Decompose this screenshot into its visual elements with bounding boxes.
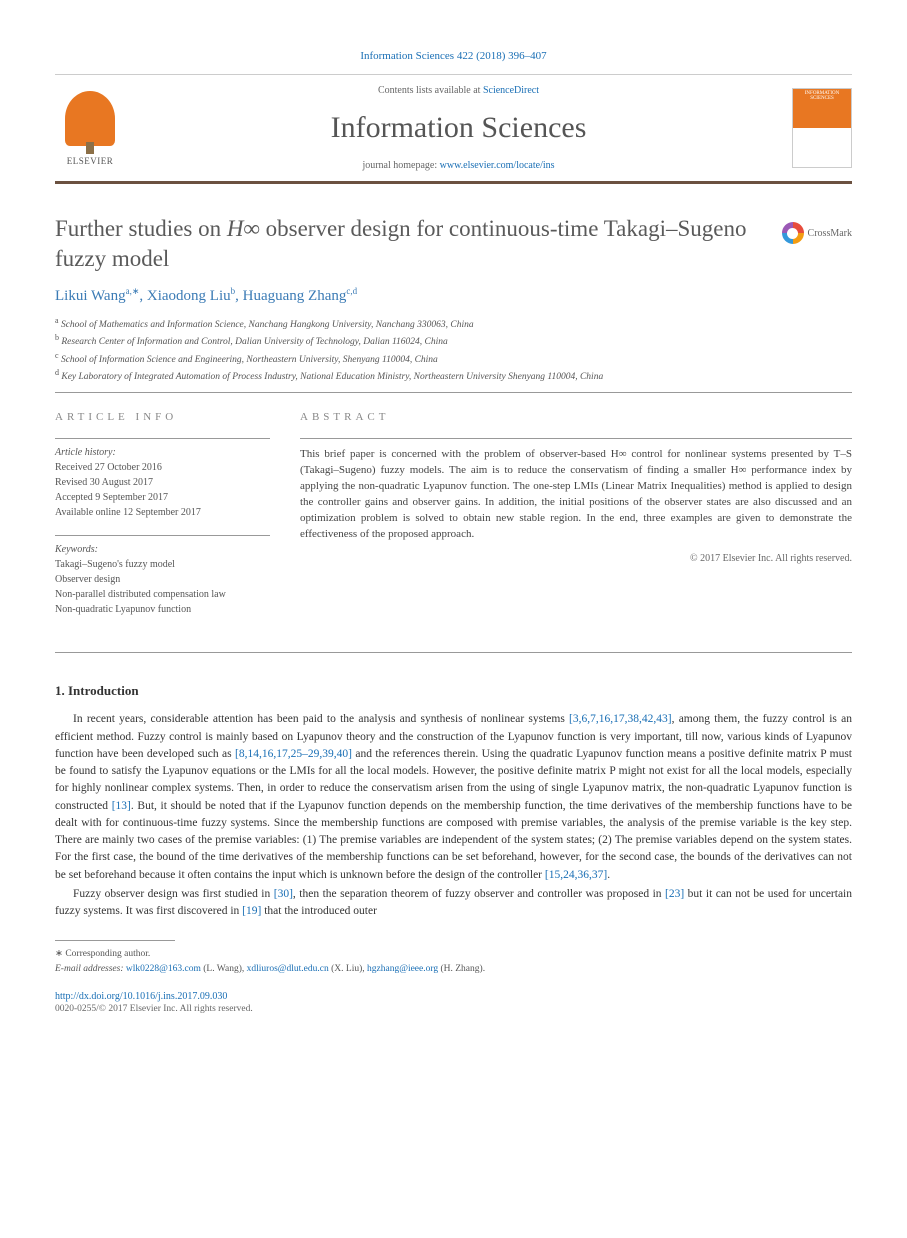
footnote-separator (55, 940, 175, 941)
abstract-text: This brief paper is concerned with the p… (300, 438, 852, 543)
doi-link[interactable]: http://dx.doi.org/10.1016/j.ins.2017.09.… (55, 991, 852, 1002)
p2-a: Fuzzy observer design was first studied … (73, 888, 274, 900)
homepage-link[interactable]: www.elsevier.com/locate/ins (440, 160, 555, 171)
crossmark-icon (782, 222, 804, 244)
abstract-column: ABSTRACT This brief paper is concerned w… (300, 411, 852, 632)
ref-link-5[interactable]: [30] (274, 888, 293, 900)
p1-a: In recent years, considerable attention … (73, 713, 569, 725)
accepted-date: Accepted 9 September 2017 (55, 490, 270, 505)
author-1[interactable]: Likui Wang (55, 288, 126, 304)
email-2[interactable]: xdliuros@dlut.edu.cn (247, 964, 329, 974)
elsevier-tree-icon (65, 91, 115, 146)
footnotes: ∗ Corresponding author. E-mail addresses… (55, 947, 852, 976)
email-2-name: (X. Liu), (329, 964, 367, 974)
author-1-sup: a,∗ (126, 286, 140, 296)
p2-b: , then the separation theorem of fuzzy o… (293, 888, 665, 900)
author-3-sup: c,d (346, 286, 357, 296)
affiliation-a: School of Mathematics and Information Sc… (61, 320, 474, 330)
p1-d: . But, it should be noted that if the Ly… (55, 800, 852, 881)
intro-para-2: Fuzzy observer design was first studied … (55, 886, 852, 921)
email-1-name: (L. Wang), (201, 964, 247, 974)
ref-link-7[interactable]: [19] (242, 905, 261, 917)
affiliation-c: School of Information Science and Engine… (61, 355, 438, 365)
journal-banner: ELSEVIER Contents lists available at Sci… (55, 74, 852, 184)
email-label: E-mail addresses: (55, 964, 126, 974)
citation-header: Information Sciences 422 (2018) 396–407 (55, 50, 852, 62)
affiliation-d: Key Laboratory of Integrated Automation … (61, 372, 603, 382)
email-3-name: (H. Zhang). (438, 964, 485, 974)
received-date: Received 27 October 2016 (55, 460, 270, 475)
email-3[interactable]: hgzhang@ieee.org (367, 964, 438, 974)
title-pre: Further studies on (55, 216, 227, 241)
article-title: Further studies on H∞ observer design fo… (55, 214, 782, 274)
keyword-4: Non-quadratic Lyapunov function (55, 602, 270, 617)
ref-link-2[interactable]: [8,14,16,17,25–29,39,40] (235, 748, 352, 760)
author-2-sup: b (231, 286, 236, 296)
email-line: E-mail addresses: wlk0228@163.com (L. Wa… (55, 962, 852, 976)
crossmark-label: CrossMark (808, 228, 852, 239)
divider-top (55, 392, 852, 393)
p2-d: that the introduced outer (261, 905, 377, 917)
abstract-copyright: © 2017 Elsevier Inc. All rights reserved… (300, 553, 852, 564)
corresponding-author: ∗ Corresponding author. (55, 947, 852, 961)
divider-bottom (55, 652, 852, 653)
article-history-block: Article history: Received 27 October 201… (55, 438, 270, 520)
homepage-prefix: journal homepage: (362, 160, 439, 171)
intro-body: In recent years, considerable attention … (55, 711, 852, 920)
intro-para-1: In recent years, considerable attention … (55, 711, 852, 884)
article-info-heading: ARTICLE INFO (55, 411, 270, 423)
keyword-2: Observer design (55, 572, 270, 587)
journal-title: Information Sciences (125, 111, 792, 145)
crossmark-badge[interactable]: CrossMark (782, 222, 852, 244)
online-date: Available online 12 September 2017 (55, 505, 270, 520)
author-2[interactable]: Xiaodong Liu (147, 288, 231, 304)
author-3[interactable]: Huaguang Zhang (243, 288, 347, 304)
contents-prefix: Contents lists available at (378, 85, 483, 96)
keyword-1: Takagi–Sugeno's fuzzy model (55, 557, 270, 572)
ref-link-3[interactable]: [13] (112, 800, 131, 812)
authors-line: Likui Wanga,∗, Xiaodong Liub, Huaguang Z… (55, 286, 852, 305)
affiliation-b: Research Center of Information and Contr… (61, 337, 447, 347)
ref-link-4[interactable]: [15,24,36,37] (545, 869, 607, 881)
homepage-line: journal homepage: www.elsevier.com/locat… (125, 160, 792, 171)
revised-date: Revised 30 August 2017 (55, 475, 270, 490)
journal-cover-thumbnail[interactable]: INFORMATION SCIENCES (792, 88, 852, 168)
affiliations: a School of Mathematics and Information … (55, 315, 852, 385)
keywords-block: Keywords: Takagi–Sugeno's fuzzy model Ob… (55, 535, 270, 617)
title-math: H∞ (227, 216, 260, 241)
abstract-heading: ABSTRACT (300, 411, 852, 423)
history-label: Article history: (55, 445, 270, 460)
cover-title: INFORMATION SCIENCES (793, 89, 851, 128)
article-info-column: ARTICLE INFO Article history: Received 2… (55, 411, 270, 632)
footer-copyright: 0020-0255/© 2017 Elsevier Inc. All right… (55, 1004, 852, 1014)
sciencedirect-link[interactable]: ScienceDirect (483, 85, 539, 96)
cover-lower (793, 128, 851, 167)
keyword-3: Non-parallel distributed compensation la… (55, 587, 270, 602)
email-1[interactable]: wlk0228@163.com (126, 964, 201, 974)
ref-link-1[interactable]: [3,6,7,16,17,38,42,43] (569, 713, 672, 725)
ref-link-6[interactable]: [23] (665, 888, 684, 900)
elsevier-label: ELSEVIER (67, 156, 114, 166)
elsevier-logo[interactable]: ELSEVIER (55, 86, 125, 171)
keywords-label: Keywords: (55, 542, 270, 557)
contents-line: Contents lists available at ScienceDirec… (125, 85, 792, 96)
p1-e: . (607, 869, 610, 881)
section-1-heading: 1. Introduction (55, 683, 852, 699)
